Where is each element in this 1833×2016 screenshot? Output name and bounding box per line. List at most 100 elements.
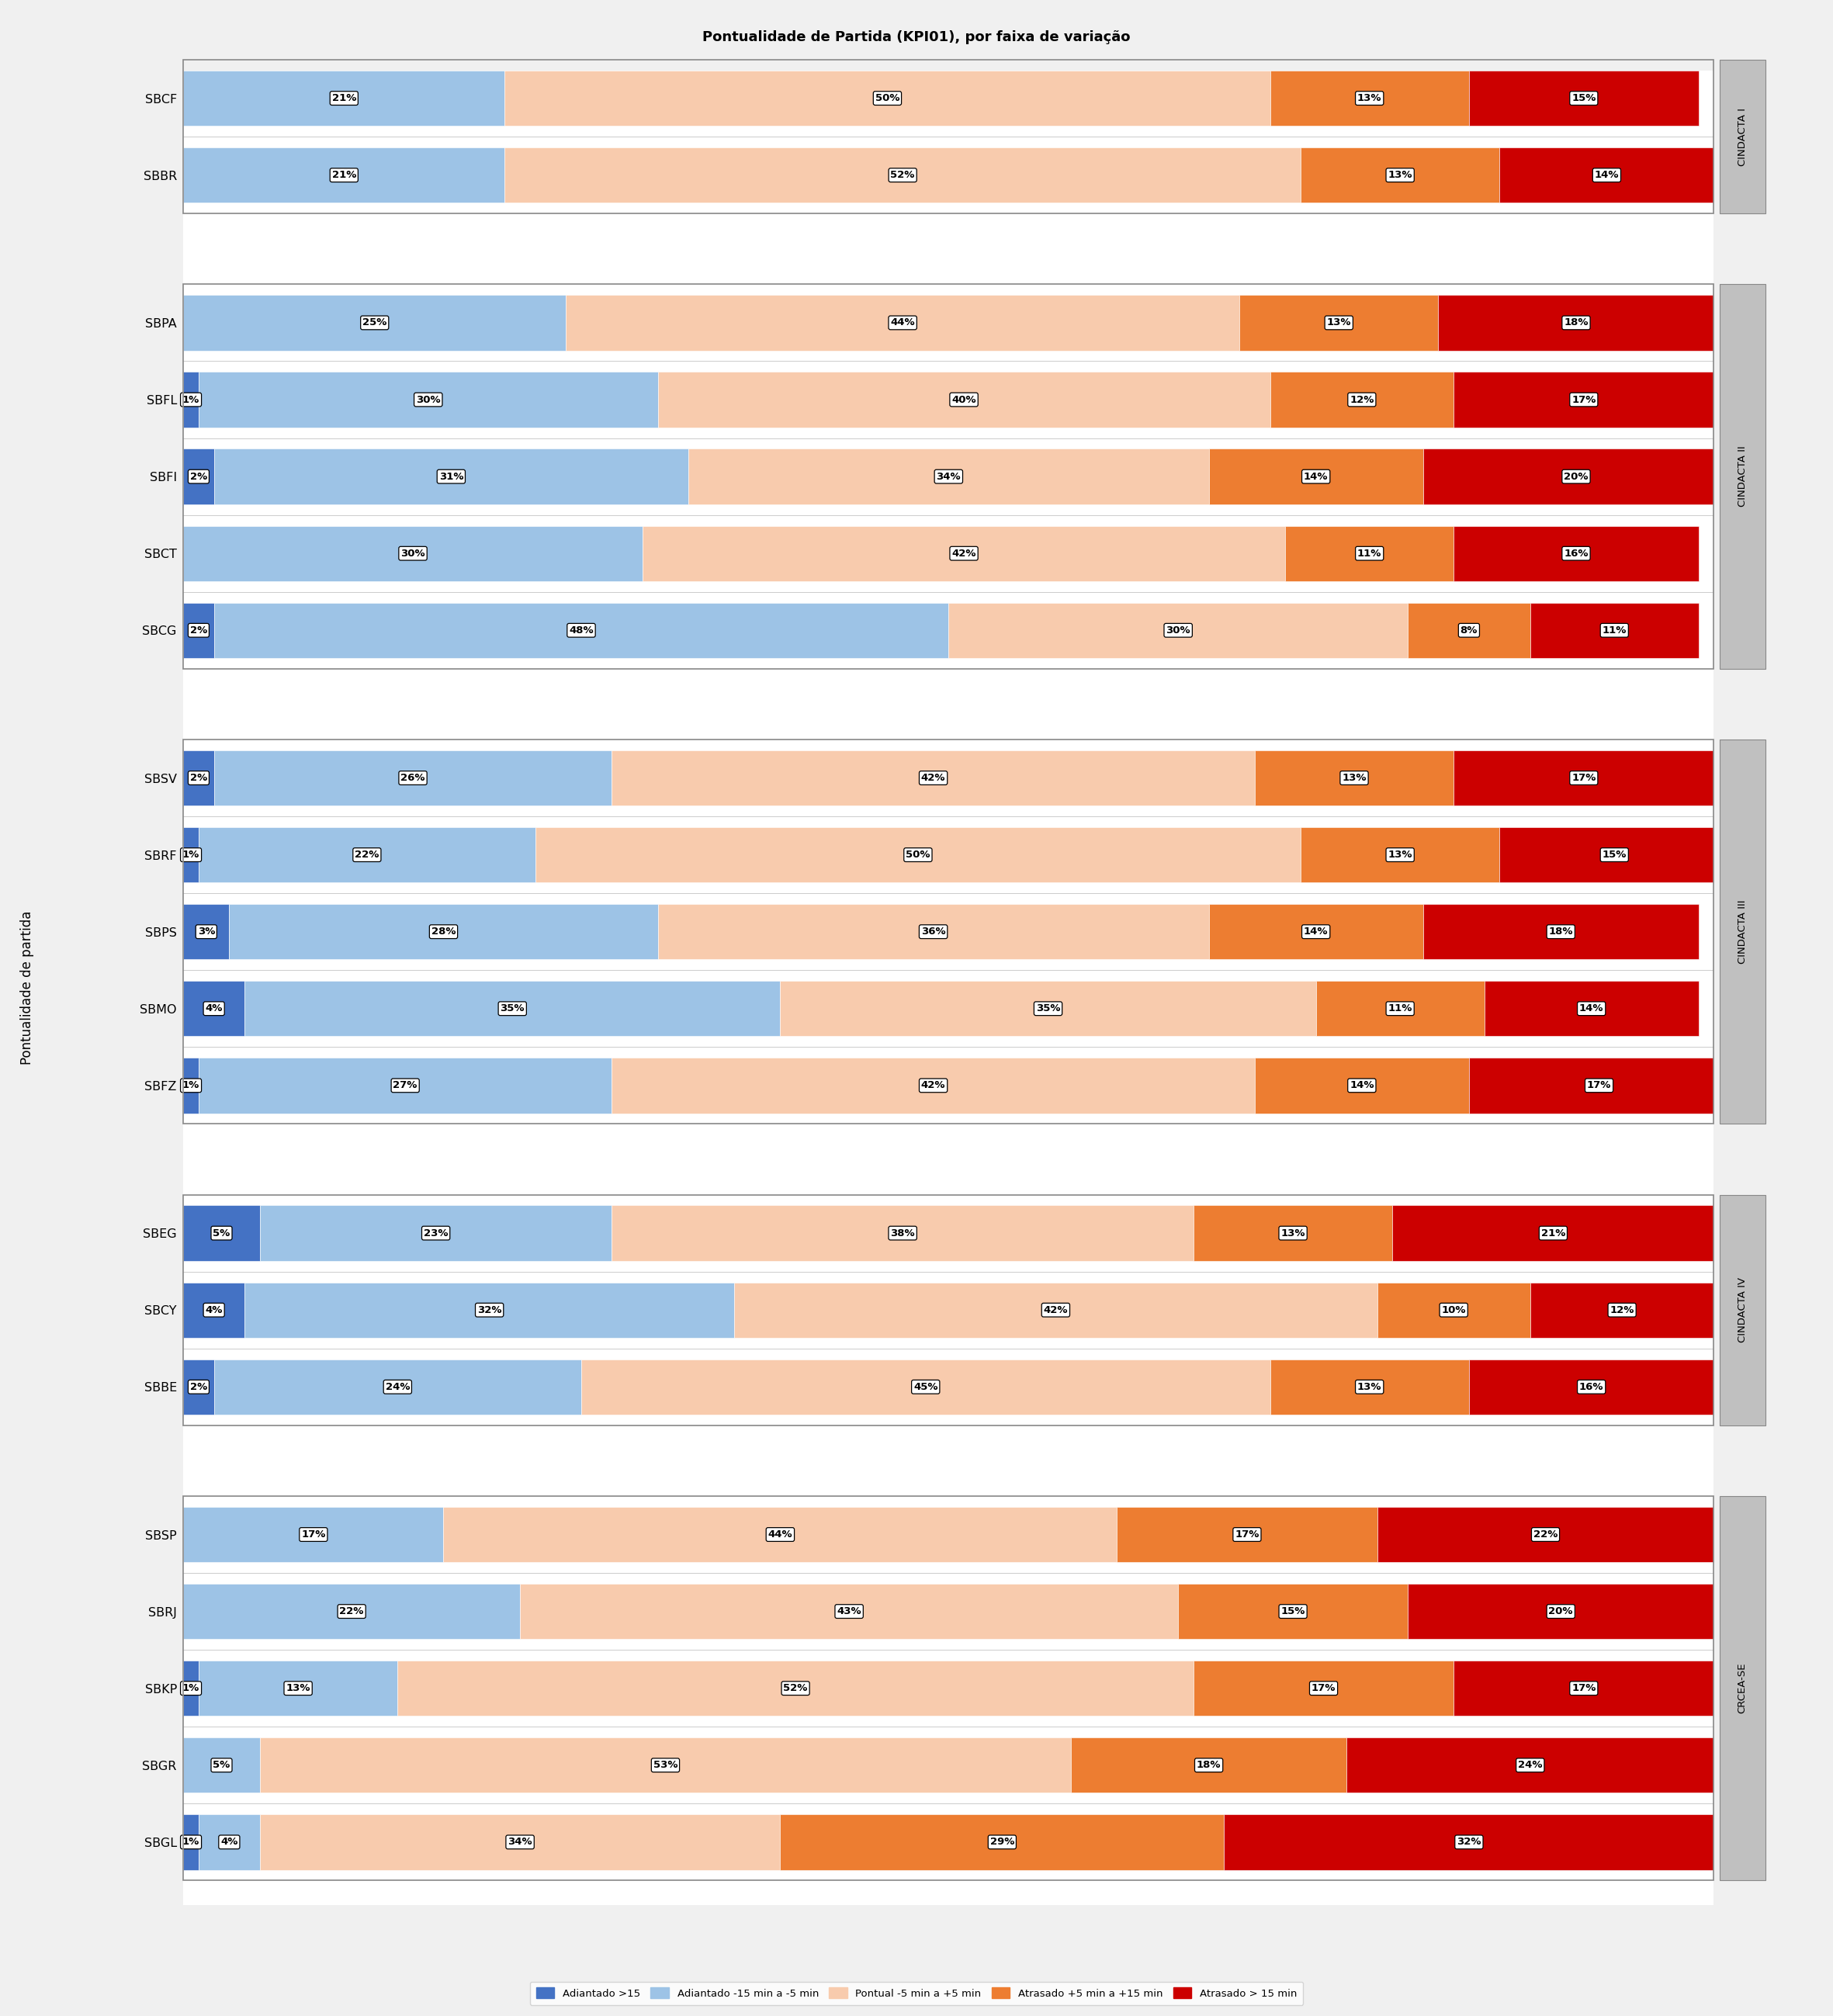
Bar: [183, 740, 1714, 1125]
Text: 27%: 27%: [392, 1081, 418, 1091]
Bar: [1301, 147, 1499, 204]
Bar: [183, 60, 1714, 214]
Text: 17%: 17%: [1571, 1683, 1597, 1693]
Bar: [1377, 1282, 1531, 1339]
Text: 13%: 13%: [1388, 851, 1411, 861]
Bar: [949, 603, 1408, 657]
Text: 14%: 14%: [1580, 1004, 1604, 1014]
Text: 52%: 52%: [891, 169, 915, 179]
Text: 17%: 17%: [1587, 1081, 1611, 1091]
Bar: [689, 450, 1208, 504]
Text: 24%: 24%: [385, 1381, 411, 1391]
Text: 42%: 42%: [920, 1081, 946, 1091]
Text: 14%: 14%: [1595, 169, 1619, 179]
Text: 8%: 8%: [1461, 625, 1477, 635]
Text: 22%: 22%: [1534, 1530, 1558, 1540]
Bar: [1468, 71, 1699, 125]
Text: 2%: 2%: [191, 472, 207, 482]
Bar: [521, 1585, 1179, 1639]
Text: 35%: 35%: [1036, 1004, 1059, 1014]
Bar: [1179, 1585, 1408, 1639]
Text: 17%: 17%: [301, 1530, 326, 1540]
Bar: [1422, 903, 1699, 960]
Bar: [1393, 1206, 1714, 1260]
Bar: [183, 1585, 521, 1639]
Text: 16%: 16%: [1564, 548, 1589, 558]
Text: 5%: 5%: [213, 1760, 231, 1770]
Text: 45%: 45%: [913, 1381, 938, 1391]
Bar: [1347, 1738, 1714, 1792]
Bar: [1193, 1206, 1393, 1260]
Text: 13%: 13%: [1327, 319, 1351, 329]
Bar: [1408, 603, 1531, 657]
Bar: [183, 1058, 198, 1113]
Text: 13%: 13%: [1356, 93, 1382, 103]
Text: Pontualidade de partida: Pontualidade de partida: [20, 911, 35, 1064]
Bar: [612, 1058, 1256, 1113]
Text: 17%: 17%: [1571, 395, 1597, 405]
Bar: [183, 1282, 244, 1339]
Bar: [1531, 603, 1699, 657]
Bar: [183, 526, 643, 581]
Bar: [214, 1359, 581, 1415]
Bar: [1377, 1506, 1714, 1562]
Bar: [1270, 71, 1468, 125]
Text: 50%: 50%: [874, 93, 900, 103]
Bar: [198, 1814, 260, 1869]
Text: 42%: 42%: [920, 772, 946, 782]
Text: 34%: 34%: [508, 1837, 532, 1847]
Text: 21%: 21%: [1542, 1228, 1565, 1238]
Text: 14%: 14%: [1303, 927, 1329, 937]
Text: CINDACTA I: CINDACTA I: [1738, 107, 1747, 165]
Text: 25%: 25%: [363, 319, 387, 329]
Text: 22%: 22%: [339, 1607, 363, 1617]
Text: 44%: 44%: [768, 1530, 792, 1540]
Text: CINDACTA II: CINDACTA II: [1738, 446, 1747, 508]
Bar: [183, 1496, 1714, 1881]
Text: 1%: 1%: [181, 851, 200, 861]
Bar: [1301, 827, 1499, 883]
Text: 29%: 29%: [990, 1837, 1014, 1847]
Bar: [1285, 526, 1454, 581]
Bar: [1468, 1058, 1729, 1113]
Bar: [183, 450, 214, 504]
Text: 20%: 20%: [1564, 472, 1589, 482]
Bar: [566, 294, 1239, 351]
Text: 24%: 24%: [1518, 1760, 1542, 1770]
Text: 2%: 2%: [191, 1381, 207, 1391]
Bar: [183, 284, 1714, 669]
Text: 20%: 20%: [1549, 1607, 1573, 1617]
Text: 4%: 4%: [220, 1837, 238, 1847]
Text: 1%: 1%: [181, 395, 200, 405]
Text: 12%: 12%: [1609, 1304, 1635, 1314]
Bar: [1454, 750, 1714, 806]
Legend: Adiantado >15, Adiantado -15 min a -5 min, Pontual -5 min a +5 min, Atrasado +5 : Adiantado >15, Adiantado -15 min a -5 mi…: [530, 1982, 1303, 2004]
Text: 40%: 40%: [951, 395, 977, 405]
Text: 23%: 23%: [423, 1228, 447, 1238]
Text: 36%: 36%: [920, 927, 946, 937]
Text: 31%: 31%: [438, 472, 464, 482]
Text: 1%: 1%: [181, 1837, 200, 1847]
Bar: [1193, 1661, 1454, 1716]
Bar: [229, 903, 658, 960]
Text: 42%: 42%: [951, 548, 977, 558]
Bar: [735, 1282, 1377, 1339]
Bar: [198, 827, 535, 883]
Text: 13%: 13%: [286, 1683, 310, 1693]
Bar: [1408, 1585, 1714, 1639]
Bar: [214, 603, 949, 657]
Bar: [244, 982, 781, 1036]
Bar: [260, 1206, 612, 1260]
Text: 4%: 4%: [205, 1304, 222, 1314]
Text: 13%: 13%: [1281, 1228, 1305, 1238]
Text: 11%: 11%: [1602, 625, 1626, 635]
Text: 32%: 32%: [1457, 1837, 1481, 1847]
Bar: [183, 1738, 260, 1792]
Bar: [1256, 1058, 1468, 1113]
Bar: [581, 1359, 1270, 1415]
Bar: [643, 526, 1285, 581]
Text: 18%: 18%: [1564, 319, 1589, 329]
Bar: [1256, 750, 1454, 806]
Bar: [1468, 1359, 1714, 1415]
Text: 30%: 30%: [1166, 625, 1190, 635]
